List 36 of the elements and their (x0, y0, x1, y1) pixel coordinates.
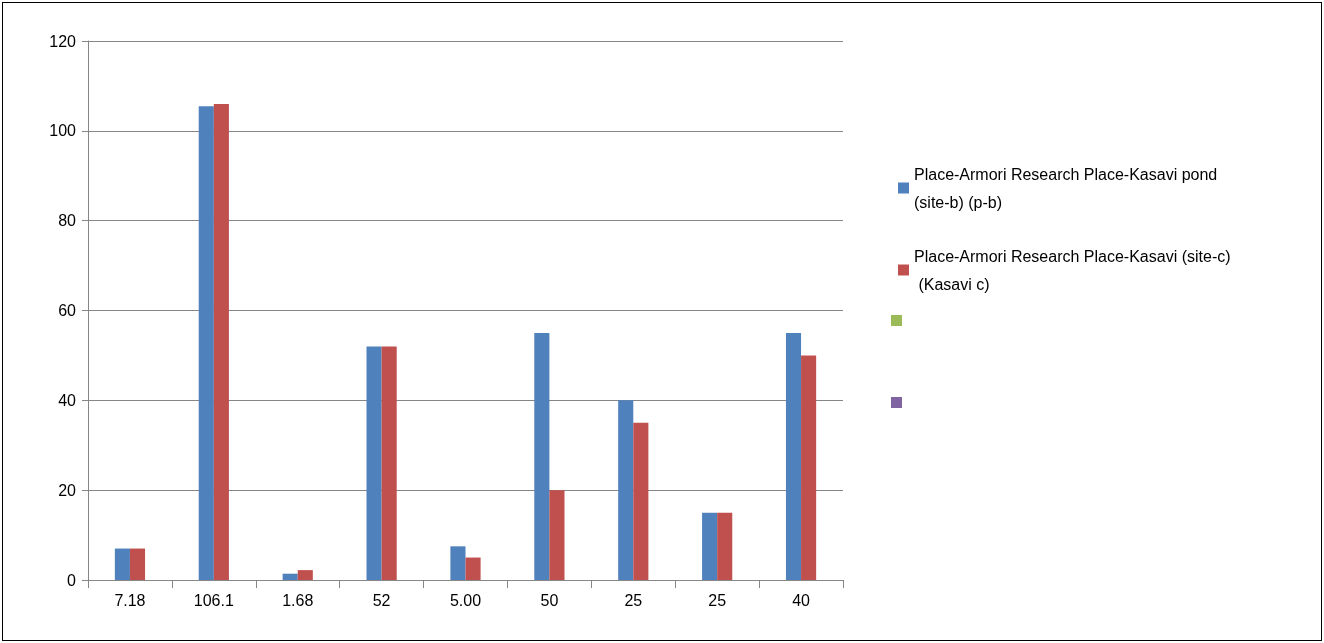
bar (381, 346, 397, 580)
bar (633, 422, 649, 580)
legend-label: Place-Armori Research Place-Kasavi pond (site-b) (p-b) (914, 165, 1222, 211)
bar (534, 332, 550, 580)
bar (213, 103, 229, 580)
bar (801, 355, 817, 580)
y-tick-label: 20 (58, 481, 77, 499)
bar (129, 548, 146, 580)
x-tick-label: 106.1 (193, 591, 234, 609)
bar (366, 346, 382, 580)
bar (297, 570, 313, 580)
bar (618, 400, 634, 580)
y-tick-label: 60 (58, 302, 77, 319)
bar (549, 490, 565, 580)
bar (717, 512, 733, 580)
y-tick-label: 120 (49, 32, 77, 50)
x-tick-label: 25 (708, 591, 727, 609)
bar (785, 332, 802, 580)
y-tick-label: 40 (58, 391, 77, 409)
x-tick-label: 40 (792, 591, 811, 609)
x-tick-label: 25 (624, 591, 643, 609)
x-tick-label: 50 (540, 591, 559, 609)
x-tick-label: 5.00 (449, 591, 482, 609)
y-tick-label: 80 (58, 212, 77, 230)
bar (282, 573, 298, 580)
x-tick-label: 52 (372, 591, 391, 609)
y-tick-label: 100 (49, 122, 77, 140)
y-tick-label: 0 (67, 571, 77, 589)
bar (465, 557, 481, 580)
legend-label: Place-Armori Research Place-Kasavi (site-c) (Kasavi c) (914, 247, 1231, 293)
x-tick-label: 1.68 (282, 591, 314, 609)
x-tick-label: 7.18 (114, 591, 146, 609)
bar (198, 106, 214, 580)
bar (114, 548, 130, 580)
bar (450, 546, 466, 580)
bar (702, 512, 718, 580)
